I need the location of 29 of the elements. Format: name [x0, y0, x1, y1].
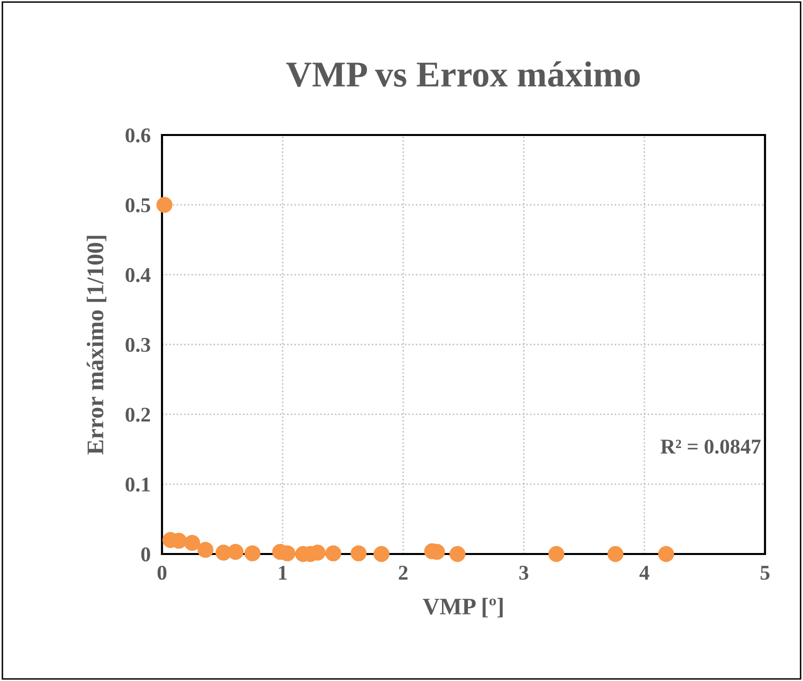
point	[374, 546, 390, 562]
x-tick-label: 0	[158, 566, 166, 580]
point	[197, 542, 214, 558]
y-tick-label: 0	[141, 547, 150, 562]
y-tick-label: 0.1	[126, 478, 150, 492]
point	[228, 544, 244, 560]
point	[658, 546, 674, 562]
point	[548, 546, 564, 562]
x-tick-label: 5	[760, 566, 770, 580]
x-tick-label: 3	[519, 566, 528, 580]
x-tick-label: 2	[398, 566, 408, 580]
x-tick-label: 4	[639, 566, 650, 580]
y-tick-label: 0.6	[126, 128, 150, 143]
x-axis-title: VMP [º]	[422, 598, 503, 618]
point	[325, 545, 342, 562]
y-tick-label: 0.3	[126, 338, 150, 352]
y-tick-label: 0.2	[126, 408, 150, 422]
point	[156, 196, 172, 213]
point	[350, 545, 367, 562]
x-tick-label: 1	[279, 566, 287, 580]
chart-title: VMP vs Errox máximo	[286, 61, 640, 87]
point	[184, 534, 200, 551]
point	[449, 546, 466, 562]
y-tick-label: 0.4	[126, 268, 150, 282]
point	[244, 545, 260, 562]
annotation: R² = 0.0847	[660, 440, 761, 454]
y-axis-title: Error máximo [1/100]	[86, 236, 106, 454]
y-tick-label: 0.5	[126, 198, 150, 212]
point	[607, 546, 624, 562]
